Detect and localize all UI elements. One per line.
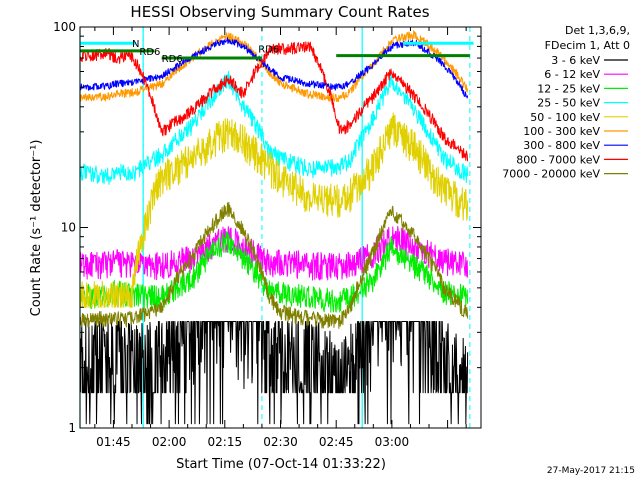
series-line: [80, 70, 469, 185]
series-line: [80, 112, 469, 308]
legend-header-line: FDecim 1, Att 0: [545, 39, 630, 52]
x-axis-label: Start Time (07-Oct-14 01:33:22): [176, 457, 386, 472]
series-line: [80, 30, 469, 103]
x-tick-label: 03:00: [375, 435, 410, 449]
series-line: [80, 201, 469, 329]
attenuator-label: RD6: [258, 45, 279, 56]
footer-timestamp: 27-May-2017 21:15: [547, 466, 635, 476]
legend-entry-label: 100 - 300 keV: [523, 125, 600, 138]
series-line: [80, 320, 469, 425]
y-tick-label: 1: [68, 421, 76, 435]
y-tick-label: 10: [61, 221, 76, 235]
legend-entry-label: 12 - 25 keV: [537, 82, 600, 95]
legend-entry-label: 3 - 6 keV: [551, 54, 600, 67]
attenuator-label: RD6: [162, 54, 183, 65]
legend-entry-label: 25 - 50 keV: [537, 97, 600, 110]
legend-entry-label: 300 - 800 keV: [523, 139, 600, 152]
y-tick-label: 100: [53, 20, 76, 34]
legend-entry-label: 50 - 100 keV: [530, 111, 600, 124]
attenuator-label: N: [132, 39, 139, 50]
series-line: [80, 231, 469, 313]
legend-entry-label: 6 - 12 keV: [544, 68, 600, 81]
x-tick-label: 02:30: [263, 435, 298, 449]
chart-title: HESSI Observing Summary Count Rates: [130, 3, 429, 21]
attenuator-label: RD6: [139, 47, 160, 58]
x-tick-label: 02:15: [208, 435, 243, 449]
x-tick-label: 02:45: [319, 435, 354, 449]
legend: Det 1,3,6,9, FDecim 1, Att 0 3 - 6 keV6 …: [502, 24, 630, 181]
legend-entry-label: 7000 - 20000 keV: [502, 168, 600, 181]
x-tick-label: 01:45: [96, 435, 131, 449]
legend-header-line: Det 1,3,6,9,: [565, 24, 630, 37]
legend-entry-label: 800 - 7000 keV: [516, 153, 600, 166]
y-axis-label: Count Rate (s⁻¹ detector⁻¹): [29, 140, 44, 317]
series-line: [80, 41, 469, 162]
x-tick-label: 02:00: [152, 435, 187, 449]
